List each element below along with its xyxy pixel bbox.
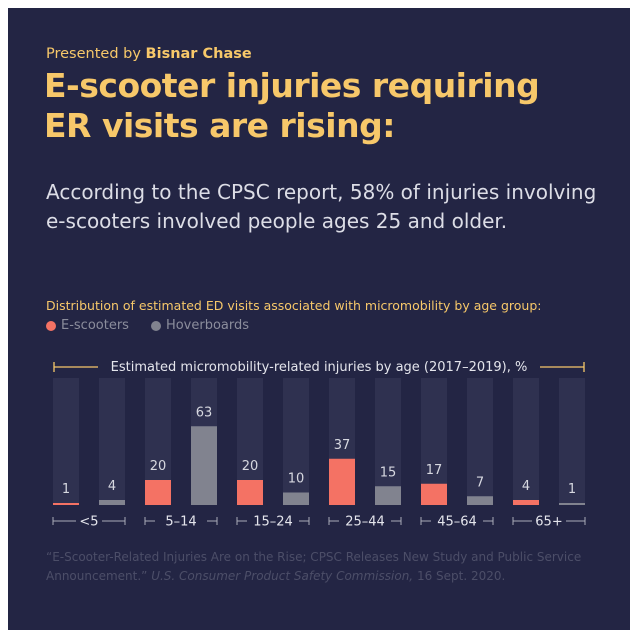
- legend-dot-escooters: [46, 320, 56, 331]
- bar-escooter: [513, 500, 539, 505]
- category-label: <5: [79, 515, 98, 530]
- infographic-card: [8, 8, 630, 630]
- category-label: 65+: [535, 515, 562, 530]
- data-label-hoverboard: 63: [196, 405, 213, 420]
- category-label: 45–64: [437, 515, 477, 530]
- presented-prefix: Presented by: [46, 46, 146, 62]
- data-label-escooter: 4: [522, 479, 530, 494]
- presented-by: Presented by Bisnar Chase: [46, 46, 252, 62]
- subtitle: According to the CPSC report, 58% of inj…: [46, 180, 597, 233]
- data-label-hoverboard: 1: [568, 482, 576, 497]
- bar-track: [375, 378, 401, 505]
- source-publisher: U.S. Consumer Product Safety Commission,: [151, 569, 414, 583]
- chart-intro: Distribution of estimated ED visits asso…: [46, 298, 542, 313]
- bar-hoverboard: [283, 492, 309, 505]
- bar-hoverboard: [467, 496, 493, 505]
- presented-brand: Bisnar Chase: [145, 46, 252, 62]
- chart-legend: E-scooters Hoverboards: [46, 318, 249, 333]
- headline: E-scooter injuries requiring ER visits a…: [44, 66, 604, 146]
- bar-escooter: [53, 503, 79, 505]
- bar-track: [559, 378, 585, 505]
- legend-item-hoverboards: Hoverboards: [150, 318, 250, 333]
- data-label-escooter: 17: [426, 463, 443, 478]
- data-label-escooter: 20: [242, 459, 259, 474]
- bar-escooter: [329, 458, 355, 505]
- headline-line-2: ER visits are rising:: [44, 106, 395, 145]
- bar-track: [283, 378, 309, 505]
- category-label: 25–44: [345, 515, 385, 530]
- source-title: “E-Scooter-Related Injuries Are on the R…: [46, 550, 582, 583]
- bar-track: [99, 378, 125, 505]
- data-label-escooter: 20: [150, 459, 167, 474]
- bar-track: [53, 378, 79, 505]
- legend-dot-hoverboards: [150, 320, 161, 331]
- legend-label-hoverboards: Hoverboards: [165, 318, 250, 333]
- bar-hoverboard: [375, 486, 401, 505]
- category-label: 15–24: [253, 515, 293, 530]
- bar-escooter: [237, 480, 263, 505]
- legend-item-escooters: E-scooters: [46, 318, 129, 333]
- bar-track: [513, 378, 539, 505]
- bar-hoverboard: [559, 503, 585, 505]
- data-label-hoverboard: 10: [288, 472, 305, 487]
- bar-hoverboard: [191, 426, 217, 505]
- data-label-hoverboard: 4: [108, 479, 116, 494]
- source-date: 16 Sept. 2020.: [413, 569, 506, 583]
- bar-track: [467, 378, 493, 505]
- data-label-hoverboard: 7: [476, 475, 484, 490]
- category-label: 5–14: [165, 515, 196, 530]
- data-label-escooter: 1: [62, 482, 70, 497]
- bar-escooter: [145, 480, 171, 505]
- data-label-escooter: 37: [334, 438, 351, 453]
- legend-label-escooters: E-scooters: [61, 318, 129, 333]
- chart-title: Estimated micromobility-related injuries…: [111, 360, 528, 375]
- source-citation: “E-Scooter-Related Injuries Are on the R…: [46, 548, 606, 586]
- headline-line-1: E-scooter injuries requiring: [44, 66, 540, 105]
- data-label-hoverboard: 15: [380, 465, 397, 480]
- bar-escooter: [421, 483, 447, 505]
- bar-hoverboard: [99, 500, 125, 505]
